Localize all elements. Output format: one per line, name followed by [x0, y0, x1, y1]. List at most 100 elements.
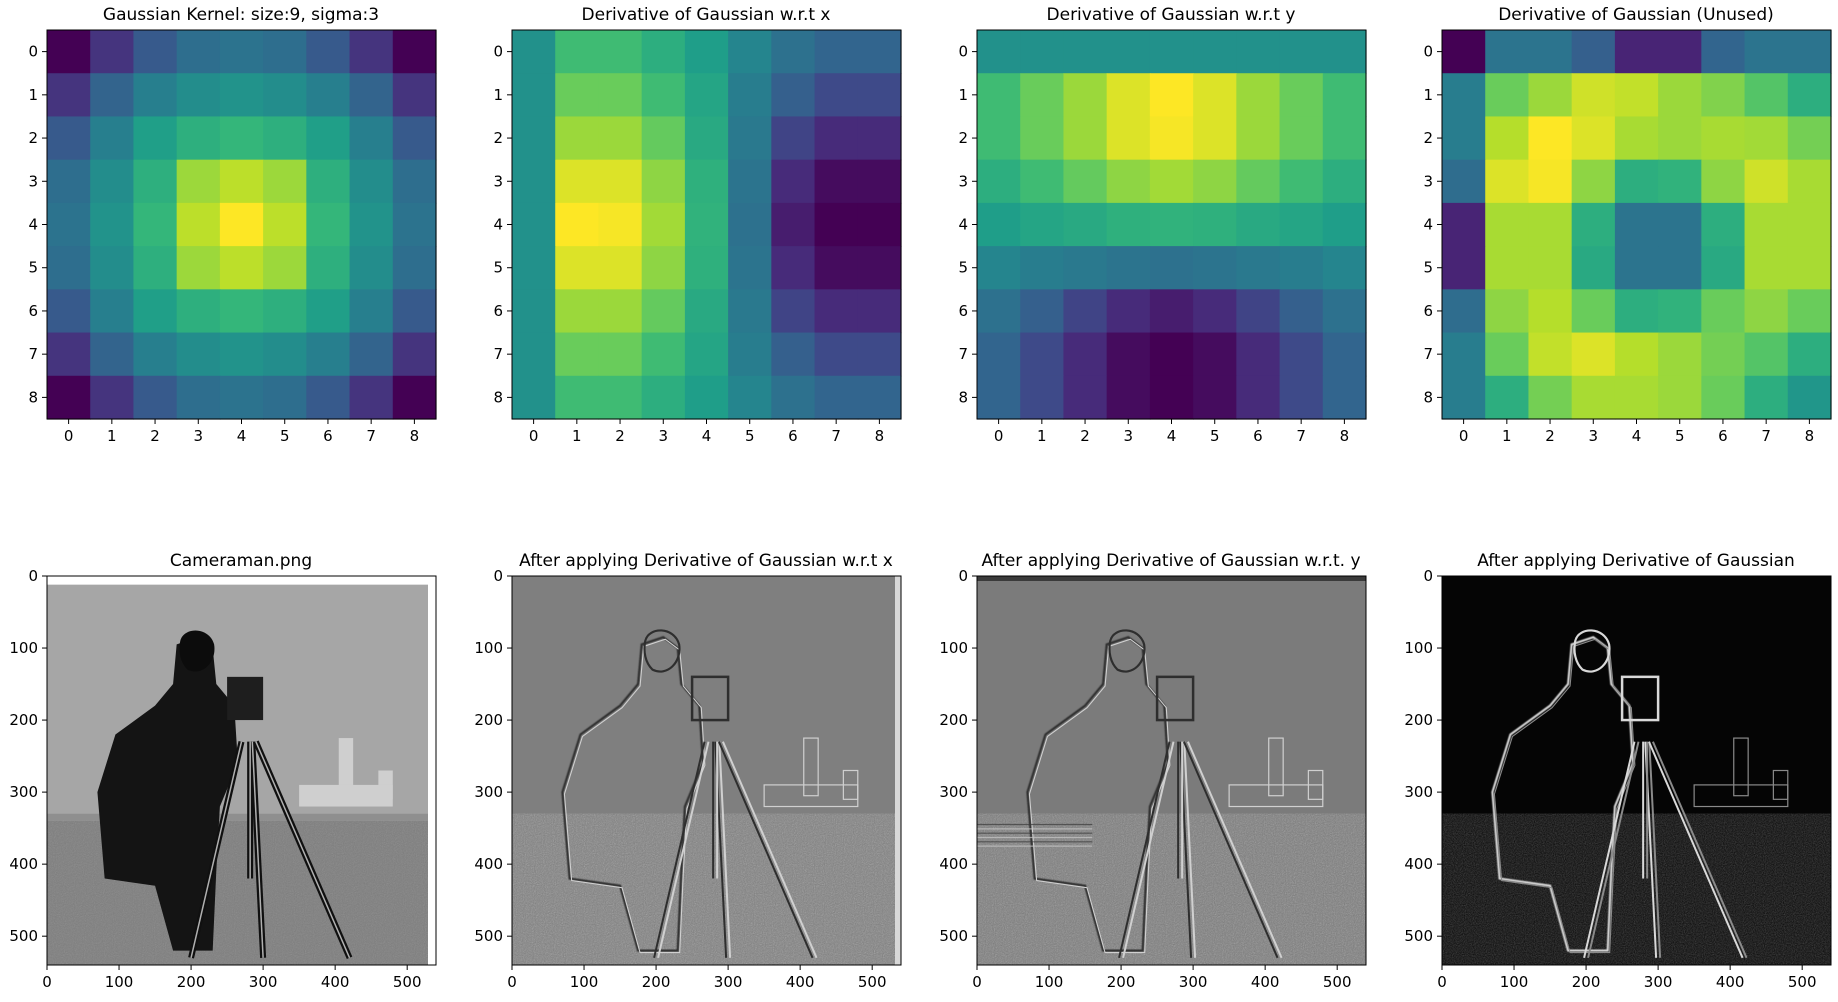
heatmap-cell [814, 73, 859, 118]
x-tick-label: 5 [1210, 427, 1220, 445]
heatmap-cell [176, 116, 221, 161]
panel-title-gaussian-kernel: Gaussian Kernel: size:9, sigma:3 [102, 5, 380, 25]
y-tick-label: 4 [28, 216, 38, 234]
heatmap-cell [1744, 159, 1789, 204]
heatmap-cell [47, 30, 91, 74]
heatmap-cell [1322, 159, 1367, 204]
heatmap-cell [814, 289, 859, 334]
heatmap-cell [1020, 375, 1065, 420]
heatmap-cell [771, 30, 816, 74]
heatmap-cell [219, 332, 264, 377]
heatmap-cell [977, 116, 1021, 161]
heatmap-cell [1528, 375, 1573, 420]
y-tick-label: 5 [28, 259, 38, 277]
x-tick-label: 2 [1080, 427, 1090, 445]
heatmap-cell [857, 375, 902, 420]
heatmap-cell [1106, 202, 1151, 247]
heatmap-cell [306, 375, 351, 420]
heatmap-cell [684, 30, 729, 74]
heatmap-cell [1614, 73, 1659, 118]
heatmap-cell [1528, 202, 1573, 247]
heatmap-cell [512, 159, 556, 204]
heatmap-cell [1658, 202, 1702, 247]
axes-frame [511, 575, 902, 966]
y-tick-label: 6 [493, 302, 503, 320]
edge-outline [643, 629, 681, 673]
x-tick-label: 300 [1179, 973, 1208, 991]
heatmap-cell [306, 202, 351, 247]
y-tick-label: 2 [1423, 129, 1433, 147]
y-tick-label: 7 [493, 345, 503, 363]
heatmap-cell [598, 332, 643, 377]
heatmap-cell [47, 73, 91, 118]
heatmap-cell [1322, 289, 1367, 334]
heatmap-cell [219, 116, 264, 161]
heatmap-cell [176, 30, 221, 74]
heatmap-cell [1279, 289, 1324, 334]
heatmap-cell [1063, 375, 1108, 420]
heatmap-cell [176, 202, 221, 247]
axes-frame [1441, 575, 1832, 966]
y-tick-label: 100 [939, 639, 968, 657]
heatmap-cell [512, 246, 556, 290]
camera-body [227, 676, 264, 721]
heatmap-cell [392, 202, 437, 247]
x-tick-label: 7 [1296, 427, 1306, 445]
heatmap-cell [598, 202, 643, 247]
y-tick-label: 7 [1423, 345, 1433, 363]
heatmap-cell [1149, 116, 1194, 161]
edge-outline [1108, 629, 1146, 673]
heatmap-cell [977, 30, 1021, 74]
heatmap-cell [1442, 202, 1486, 247]
heatmap-cell [263, 30, 307, 74]
heatmap-cell [641, 30, 686, 74]
heatmap-cell [263, 202, 307, 247]
x-tick-label: 0 [1437, 973, 1447, 991]
y-tick-label: 400 [474, 855, 503, 873]
y-tick-label: 8 [28, 388, 38, 406]
x-tick-label: 8 [1805, 427, 1815, 445]
x-tick-label: 3 [1124, 427, 1134, 445]
heatmap-cell [219, 202, 264, 247]
y-tick-label: 0 [28, 567, 38, 585]
heatmap-cell [1020, 202, 1065, 247]
heatmap-cell [1149, 289, 1194, 334]
heatmap-cell [1614, 30, 1659, 74]
image-panel [47, 576, 436, 965]
heatmap-cell [1701, 375, 1746, 420]
heatmap-cell [1106, 159, 1151, 204]
heatmap-cell [1614, 375, 1659, 420]
heatmap-cell [392, 332, 437, 377]
y-tick-label: 4 [1423, 216, 1433, 234]
heatmap-cell [90, 332, 135, 377]
x-tick-label: 200 [642, 973, 671, 991]
panel-title-applied-y: After applying Derivative of Gaussian w.… [981, 551, 1361, 571]
heatmap-cell [349, 30, 394, 74]
heatmap-cell [1787, 202, 1832, 247]
heatmap-cell [1787, 246, 1832, 290]
x-tick-label: 6 [1253, 427, 1263, 445]
heatmap-cell [1193, 289, 1237, 334]
x-tick-label: 200 [1572, 973, 1601, 991]
heatmap-cell [306, 73, 351, 118]
y-tick-label: 3 [1423, 172, 1433, 190]
heatmap-cell [1528, 246, 1573, 290]
heatmap-cell [1020, 116, 1065, 161]
heatmap-cell [1485, 30, 1530, 74]
y-tick-label: 200 [1404, 711, 1433, 729]
heatmap-cell [392, 375, 437, 420]
heatmap-cell [1485, 289, 1530, 334]
y-tick-label: 4 [493, 216, 503, 234]
heatmap-cell [684, 289, 729, 334]
heatmap-cell [306, 159, 351, 204]
heatmap-cell [1744, 73, 1789, 118]
heatmap-cell [1528, 30, 1573, 74]
heatmap-cell [219, 289, 264, 334]
x-tick-label: 7 [366, 427, 376, 445]
heatmap-cell [641, 159, 686, 204]
y-tick-label: 500 [474, 927, 503, 945]
heatmap-cell [1701, 30, 1746, 74]
heatmap-cell [1787, 289, 1832, 334]
heatmap-cell [1614, 246, 1659, 290]
heatmap-cell [977, 202, 1021, 247]
